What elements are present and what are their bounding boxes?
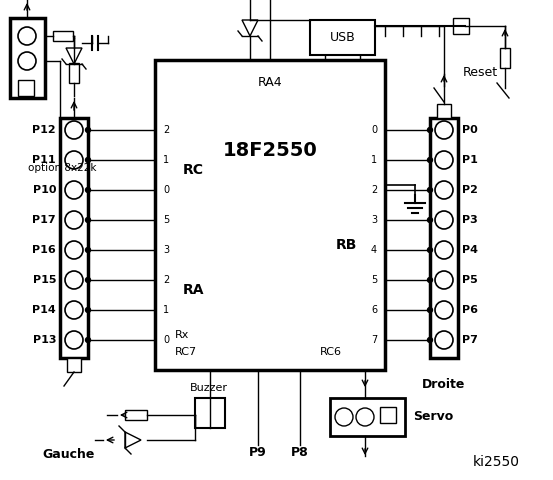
Text: P12: P12 <box>33 125 56 135</box>
Text: P6: P6 <box>462 305 478 315</box>
Text: P4: P4 <box>462 245 478 255</box>
Text: Reset: Reset <box>463 67 498 80</box>
Text: 3: 3 <box>371 215 377 225</box>
Text: 4: 4 <box>371 245 377 255</box>
Text: Rx: Rx <box>175 330 189 340</box>
Text: P14: P14 <box>32 305 56 315</box>
Bar <box>437 104 451 118</box>
Bar <box>500 48 510 68</box>
Circle shape <box>86 248 91 252</box>
Text: P8: P8 <box>291 445 309 458</box>
Circle shape <box>427 337 432 343</box>
Text: P3: P3 <box>462 215 478 225</box>
Text: USB: USB <box>330 31 356 44</box>
Bar <box>155 60 385 370</box>
Text: RC6: RC6 <box>320 347 342 357</box>
Circle shape <box>427 308 432 312</box>
Text: P1: P1 <box>462 155 478 165</box>
Text: P10: P10 <box>33 185 56 195</box>
Text: 0: 0 <box>371 125 377 135</box>
Text: option 8x22k: option 8x22k <box>28 163 97 173</box>
Text: Droite: Droite <box>422 379 466 392</box>
Text: Servo: Servo <box>413 410 453 423</box>
Text: RC: RC <box>183 163 204 177</box>
Text: P0: P0 <box>462 125 478 135</box>
Text: P17: P17 <box>33 215 56 225</box>
Circle shape <box>427 217 432 223</box>
Circle shape <box>427 128 432 132</box>
Circle shape <box>86 308 91 312</box>
Circle shape <box>86 128 91 132</box>
Circle shape <box>427 157 432 163</box>
Text: 2: 2 <box>371 185 377 195</box>
Text: ki2550: ki2550 <box>473 455 520 469</box>
Text: P11: P11 <box>33 155 56 165</box>
Text: 18F2550: 18F2550 <box>223 141 317 159</box>
Text: P2: P2 <box>462 185 478 195</box>
Bar <box>53 31 73 41</box>
Text: 0: 0 <box>163 185 169 195</box>
Text: RA4: RA4 <box>258 75 283 88</box>
Bar <box>310 20 375 55</box>
Bar <box>195 398 225 428</box>
Bar <box>67 358 81 372</box>
Bar <box>10 18 45 98</box>
Text: 0: 0 <box>163 335 169 345</box>
Text: RC7: RC7 <box>175 347 197 357</box>
Circle shape <box>427 188 432 192</box>
Bar <box>60 118 88 358</box>
Text: 5: 5 <box>371 275 377 285</box>
Circle shape <box>427 277 432 283</box>
Bar <box>18 80 34 96</box>
Circle shape <box>86 188 91 192</box>
Text: P5: P5 <box>462 275 478 285</box>
Bar <box>453 18 469 34</box>
Text: 3: 3 <box>163 245 169 255</box>
Circle shape <box>86 277 91 283</box>
Text: 1: 1 <box>371 155 377 165</box>
Text: RA: RA <box>183 283 205 297</box>
Text: Buzzer: Buzzer <box>190 383 228 393</box>
Text: 2: 2 <box>163 275 169 285</box>
Text: Gauche: Gauche <box>43 448 95 461</box>
Bar <box>380 407 396 423</box>
Text: 1: 1 <box>163 305 169 315</box>
Bar <box>125 410 147 420</box>
Text: P16: P16 <box>32 245 56 255</box>
Text: P9: P9 <box>249 445 267 458</box>
Text: 6: 6 <box>371 305 377 315</box>
Circle shape <box>86 157 91 163</box>
Bar <box>430 118 458 358</box>
Bar <box>330 398 405 436</box>
Text: 1: 1 <box>163 155 169 165</box>
Circle shape <box>86 337 91 343</box>
Circle shape <box>86 217 91 223</box>
Text: P7: P7 <box>462 335 478 345</box>
Circle shape <box>427 248 432 252</box>
Bar <box>69 63 79 83</box>
Text: 7: 7 <box>371 335 377 345</box>
Text: P15: P15 <box>33 275 56 285</box>
Text: 5: 5 <box>163 215 169 225</box>
Text: RB: RB <box>336 238 357 252</box>
Text: P13: P13 <box>33 335 56 345</box>
Text: 2: 2 <box>163 125 169 135</box>
